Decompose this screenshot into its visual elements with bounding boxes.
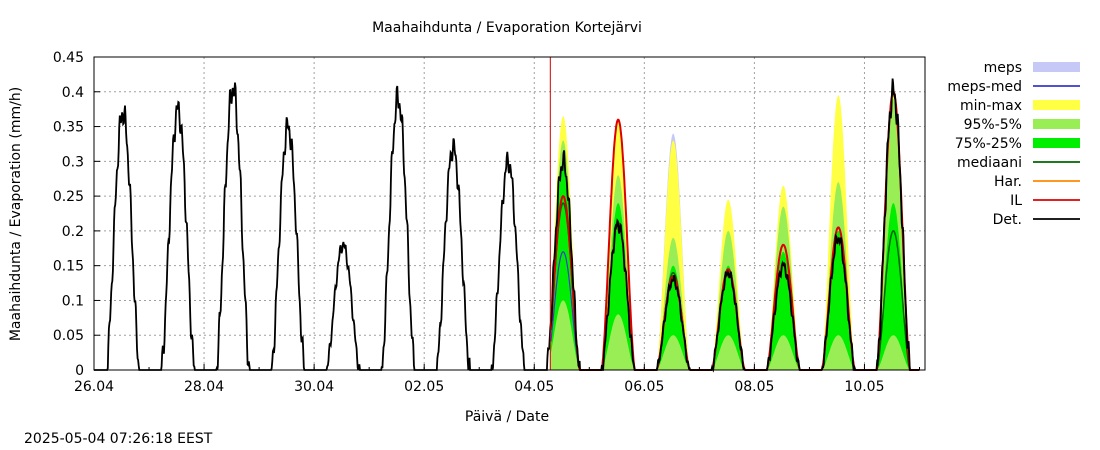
chart-title: Maahaihdunta / Evaporation Kortejärvi xyxy=(372,20,642,36)
det-line xyxy=(94,78,919,373)
x-tick-label: 04.05 xyxy=(514,379,554,395)
series-lines xyxy=(94,57,920,373)
x-tick-label: 02.05 xyxy=(404,379,444,395)
x-tick-label: 08.05 xyxy=(734,379,774,395)
legend-label: Det. xyxy=(993,212,1022,228)
y-tick-label: 0.25 xyxy=(53,189,84,205)
timestamp-label: 2025-05-04 07:26:18 EEST xyxy=(24,431,213,447)
x-tick-label: 28.04 xyxy=(184,379,224,395)
minmax-band xyxy=(550,88,920,371)
legend-swatch xyxy=(1033,100,1080,110)
grid-lines xyxy=(94,57,925,370)
y-tick-label: 0.45 xyxy=(53,50,84,66)
y-axis-label: Maahaihdunta / Evaporation (mm/h) xyxy=(8,87,24,341)
y-tick-label: 0.05 xyxy=(53,328,84,344)
legend-label: meps xyxy=(984,60,1022,76)
legend-label: 95%-5% xyxy=(964,117,1022,133)
legend-label: mediaani xyxy=(957,155,1022,171)
legend-swatch xyxy=(1033,138,1080,148)
y-tick-label: 0.2 xyxy=(62,224,84,240)
legend-label: Har. xyxy=(994,174,1022,190)
legend-label: 75%-25% xyxy=(955,136,1022,152)
legend-swatch xyxy=(1033,119,1080,129)
x-tick-label: 26.04 xyxy=(74,379,114,395)
plot-frame xyxy=(93,56,926,371)
y-tick-label: 0 xyxy=(75,363,84,379)
legend-label: IL xyxy=(1010,193,1022,209)
axes: 0 0.05 0.1 0.15 0.2 0.25 0.3 0.35 0.4 0.45 26.04 28… xyxy=(53,50,926,395)
x-tick-label: 10.05 xyxy=(844,379,884,395)
y-tick-label: 0.15 xyxy=(53,259,84,275)
y-tick-label: 0.1 xyxy=(62,293,84,309)
legend: meps meps-med min-max 95%-5% 75%-25% mediaani… xyxy=(947,60,1080,228)
y-tick-label: 0.4 xyxy=(62,85,84,101)
y-tick-label: 0.3 xyxy=(62,154,84,170)
x-tick-label: 30.04 xyxy=(294,379,334,395)
legend-label: min-max xyxy=(960,98,1022,114)
legend-swatch xyxy=(1033,62,1080,72)
x-tick-label: 06.05 xyxy=(624,379,664,395)
x-axis-label: Päivä / Date xyxy=(465,409,549,425)
y-tick-label: 0.35 xyxy=(53,120,84,136)
legend-label: meps-med xyxy=(947,79,1022,95)
